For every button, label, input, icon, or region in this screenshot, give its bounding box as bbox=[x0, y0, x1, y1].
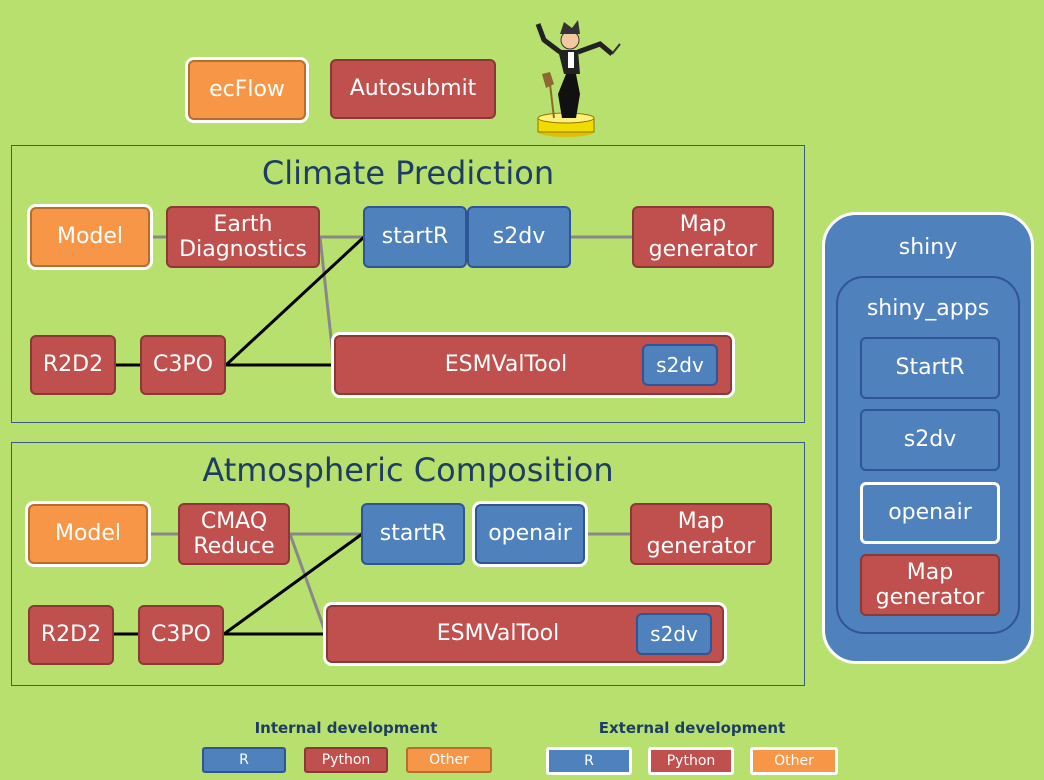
shiny-app-s2dv: s2dv bbox=[860, 409, 1000, 471]
atmos-model-box: Model bbox=[28, 504, 148, 564]
shiny-app-startr: StartR bbox=[860, 337, 1000, 399]
atmos-r2d2-box: R2D2 bbox=[28, 605, 114, 665]
atmos-startr-box: startR bbox=[361, 503, 465, 565]
shiny-app-openair: openair bbox=[860, 482, 1000, 544]
earth-diagnostics-box: Earth Diagnostics bbox=[166, 206, 320, 268]
legend-internal-title: Internal development bbox=[254, 719, 438, 737]
ecflow-box: ecFlow bbox=[188, 60, 306, 120]
climate-esmvaltool-label: ESMValTool bbox=[444, 352, 568, 378]
climate-c3po-box: C3PO bbox=[140, 335, 226, 395]
climate-esmvaltool-box: ESMValTool s2dv bbox=[334, 335, 732, 395]
atmospheric-composition-frame: Atmospheric Composition bbox=[11, 442, 805, 686]
shiny-title: shiny bbox=[898, 235, 958, 260]
climate-s2dv-box: s2dv bbox=[467, 206, 571, 268]
legend-external-python: Python bbox=[648, 747, 734, 775]
conductor-figure-icon bbox=[528, 14, 624, 138]
legend-external-r: R bbox=[546, 747, 632, 775]
cmaq-reduce-box: CMAQ Reduce bbox=[178, 503, 290, 565]
climate-prediction-frame: Climate Prediction bbox=[11, 145, 805, 423]
autosubmit-box: Autosubmit bbox=[330, 59, 496, 119]
shiny-app-map-generator: Map generator bbox=[860, 554, 1000, 616]
climate-esmvaltool-s2dv-box: s2dv bbox=[642, 344, 718, 386]
climate-prediction-title: Climate Prediction bbox=[261, 154, 555, 192]
atmos-esmvaltool-s2dv-box: s2dv bbox=[636, 613, 712, 655]
legend-internal-r: R bbox=[202, 747, 286, 773]
atmos-esmvaltool-label: ESMValTool bbox=[436, 621, 560, 647]
climate-map-generator-box: Map generator bbox=[632, 206, 774, 268]
legend-internal-python: Python bbox=[304, 747, 388, 773]
shiny-apps-title: shiny_apps bbox=[866, 296, 990, 321]
climate-model-box: Model bbox=[30, 207, 150, 267]
atmos-openair-box: openair bbox=[475, 504, 585, 564]
climate-r2d2-box: R2D2 bbox=[30, 335, 116, 395]
atmos-map-generator-box: Map generator bbox=[630, 503, 772, 565]
legend-external-title: External development bbox=[598, 719, 786, 737]
legend-external-other: Other bbox=[750, 747, 838, 775]
atmospheric-composition-title: Atmospheric Composition bbox=[202, 451, 614, 489]
atmos-esmvaltool-box: ESMValTool s2dv bbox=[326, 605, 724, 663]
legend-internal-other: Other bbox=[406, 747, 492, 773]
atmos-c3po-box: C3PO bbox=[138, 605, 224, 665]
climate-startr-box: startR bbox=[363, 206, 467, 268]
